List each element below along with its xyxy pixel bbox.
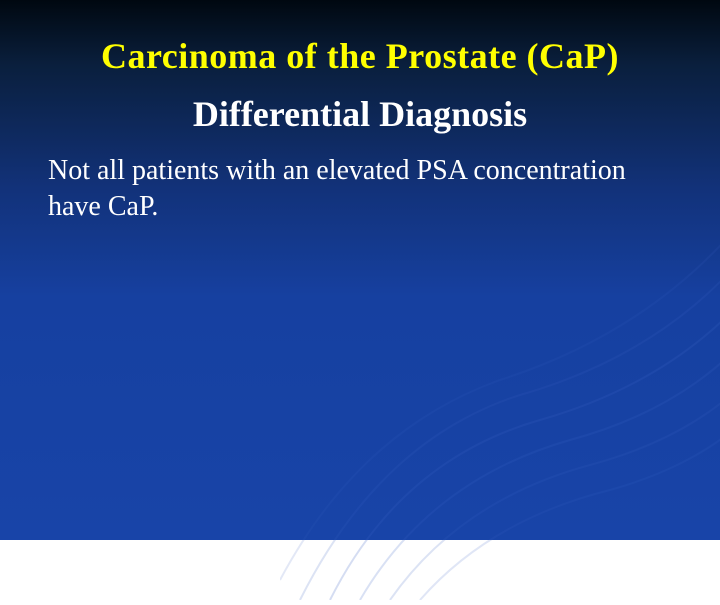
slide-subtitle: Differential Diagnosis [48, 93, 672, 135]
swirl-path-6 [280, 235, 720, 580]
slide-content: Carcinoma of the Prostate (CaP) Differen… [48, 35, 672, 225]
swirl-path-5 [420, 230, 720, 600]
background-swirl-decoration [280, 180, 720, 600]
slide-body-text: Not all patients with an elevated PSA co… [48, 153, 648, 225]
slide-title: Carcinoma of the Prostate (CaP) [48, 35, 672, 77]
slide-container: Carcinoma of the Prostate (CaP) Differen… [0, 0, 720, 540]
swirl-path-1 [330, 180, 720, 600]
swirl-path-2 [360, 180, 720, 600]
swirl-path-3 [390, 200, 720, 600]
swirl-path-4 [300, 180, 720, 600]
swirl-group [280, 180, 720, 600]
